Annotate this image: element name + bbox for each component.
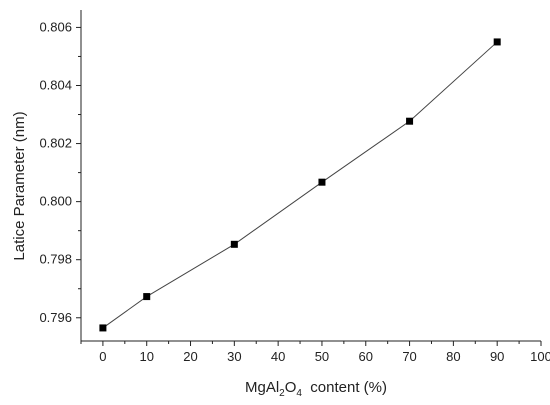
data-point: [143, 293, 151, 301]
y-axis-ticks: 0.796 0.798 0.800 0.802 0.804 0.806: [39, 19, 81, 325]
x-axis-title-main: MgAl: [245, 379, 279, 396]
axes: [80, 10, 541, 342]
y-tick-label: 0.796: [39, 310, 72, 325]
y-tick-label: 0.806: [39, 19, 72, 34]
y-axis-title: Latice Parameter (nm): [11, 111, 28, 260]
x-tick-label: 70: [402, 349, 416, 364]
x-tick-label: 60: [359, 349, 373, 364]
data-point: [493, 38, 501, 46]
data-point: [99, 324, 107, 332]
data-point: [318, 178, 326, 186]
y-tick-label: 0.798: [39, 252, 72, 267]
series-line: [102, 41, 498, 329]
x-tick-label: 40: [271, 349, 285, 364]
y-tick-label: 0.804: [39, 77, 72, 92]
x-axis-ticks: 0 10 20 30 40 50 60 70 80 90 100: [80, 341, 550, 364]
data-point: [230, 240, 238, 248]
x-tick-label: 0: [99, 349, 106, 364]
y-tick-label: 0.802: [39, 136, 72, 151]
x-axis-title-tail: content (%): [302, 379, 387, 396]
data-series: [99, 38, 501, 332]
x-axis-title-mid: O: [285, 379, 297, 396]
x-tick-label: 90: [490, 349, 504, 364]
data-point: [406, 117, 414, 125]
x-tick-label: 30: [227, 349, 241, 364]
x-axis-title-sub2: 4: [296, 388, 302, 399]
x-tick-label: 100: [530, 349, 550, 364]
x-tick-label: 20: [183, 349, 197, 364]
x-tick-label: 80: [446, 349, 460, 364]
x-axis-title-sub1: 2: [279, 388, 285, 399]
x-tick-label: 10: [139, 349, 153, 364]
x-axis-title: MgAl2O4 content (%): [245, 379, 387, 399]
x-tick-label: 50: [315, 349, 329, 364]
y-tick-label: 0.800: [39, 194, 72, 209]
